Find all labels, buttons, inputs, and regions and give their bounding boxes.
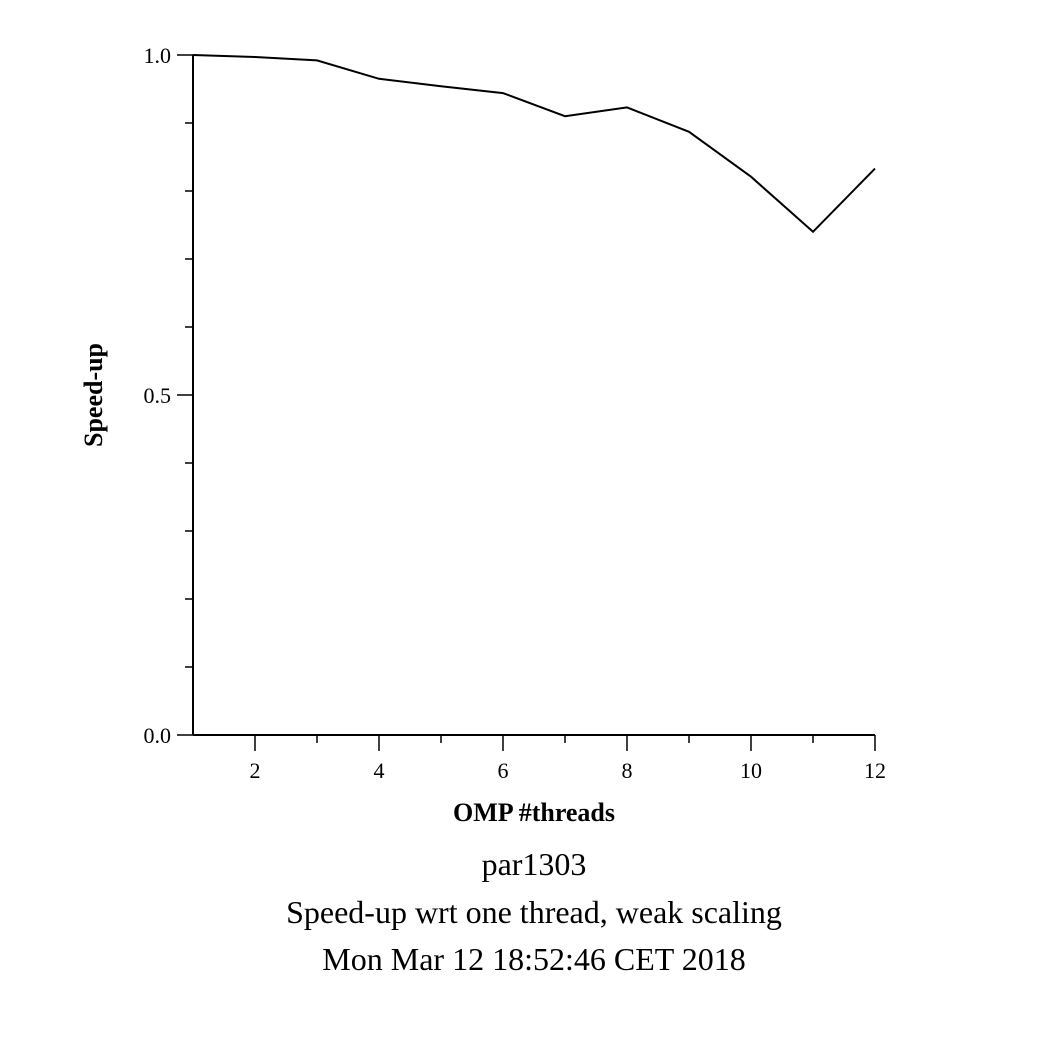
x-tick-label: 10 [740, 758, 762, 783]
axis-ticks: 0.0 0.5 1.0 2 4 6 8 10 12 [144, 43, 887, 783]
series-lines [192, 54, 876, 234]
y-tick-label: 0.0 [144, 723, 172, 748]
x-tick-label: 8 [622, 758, 633, 783]
x-tick-label: 2 [250, 758, 261, 783]
y-tick-label: 0.5 [144, 383, 172, 408]
y-axis-title: Speed-up [79, 343, 108, 447]
caption-description: Speed-up wrt one thread, weak scaling [286, 894, 782, 930]
caption-timestamp: Mon Mar 12 18:52:46 CET 2018 [322, 941, 745, 977]
x-tick-label: 12 [864, 758, 886, 783]
x-axis-title: OMP #threads [453, 798, 615, 827]
caption-dataset-name: par1303 [482, 846, 587, 882]
series-line [192, 54, 876, 234]
x-tick-label: 4 [374, 758, 385, 783]
y-tick-label: 1.0 [144, 43, 172, 68]
x-tick-label: 6 [498, 758, 509, 783]
